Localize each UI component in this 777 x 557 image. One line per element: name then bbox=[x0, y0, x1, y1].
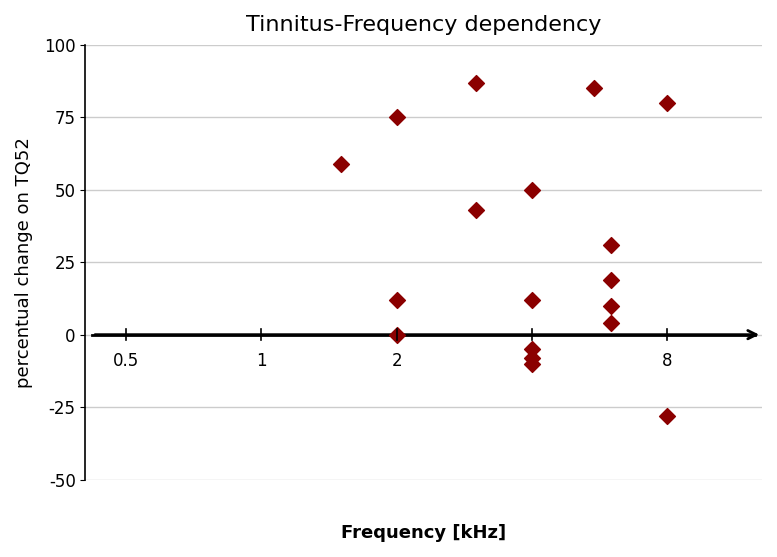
Point bbox=[526, 359, 538, 368]
Point bbox=[526, 185, 538, 194]
Point bbox=[661, 412, 674, 421]
Y-axis label: percentual change on TQ52: percentual change on TQ52 bbox=[15, 137, 33, 388]
Text: 8: 8 bbox=[662, 352, 673, 370]
Point bbox=[605, 319, 618, 328]
Title: Tinnitus-Frequency dependency: Tinnitus-Frequency dependency bbox=[246, 15, 601, 35]
Point bbox=[605, 241, 618, 250]
Point bbox=[391, 295, 403, 304]
Point bbox=[605, 301, 618, 310]
Text: 0.5: 0.5 bbox=[113, 352, 139, 370]
Point bbox=[526, 295, 538, 304]
X-axis label: Frequency [kHz]: Frequency [kHz] bbox=[341, 524, 507, 542]
Point bbox=[334, 159, 347, 168]
Text: 2: 2 bbox=[392, 352, 402, 370]
Point bbox=[469, 78, 482, 87]
Point bbox=[526, 353, 538, 362]
Point bbox=[391, 113, 403, 122]
Point bbox=[661, 99, 674, 108]
Point bbox=[526, 345, 538, 354]
Point bbox=[469, 206, 482, 214]
Point bbox=[588, 84, 601, 93]
Point bbox=[391, 330, 403, 339]
Text: 1: 1 bbox=[256, 352, 267, 370]
Point bbox=[605, 275, 618, 284]
Text: 4: 4 bbox=[527, 352, 537, 370]
